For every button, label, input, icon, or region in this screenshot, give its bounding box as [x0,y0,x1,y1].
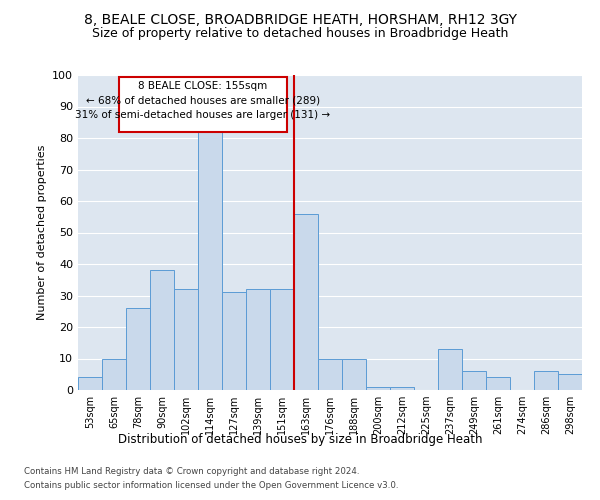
FancyBboxPatch shape [119,76,287,132]
Text: 31% of semi-detached houses are larger (131) →: 31% of semi-detached houses are larger (… [75,110,331,120]
Bar [270,289,294,390]
Bar [558,374,582,390]
Bar [342,358,366,390]
Text: Contains HM Land Registry data © Crown copyright and database right 2024.: Contains HM Land Registry data © Crown c… [24,468,359,476]
Bar [366,387,390,390]
Bar [486,378,510,390]
Bar [198,132,222,390]
Bar [318,358,342,390]
Bar [462,371,486,390]
Bar [294,214,318,390]
Text: 8 BEALE CLOSE: 155sqm: 8 BEALE CLOSE: 155sqm [138,82,268,92]
Bar [222,292,246,390]
Bar [534,371,558,390]
Bar [78,378,102,390]
Bar [126,308,150,390]
Text: Size of property relative to detached houses in Broadbridge Heath: Size of property relative to detached ho… [92,28,508,40]
Bar [102,358,126,390]
Text: 8, BEALE CLOSE, BROADBRIDGE HEATH, HORSHAM, RH12 3GY: 8, BEALE CLOSE, BROADBRIDGE HEATH, HORSH… [83,12,517,26]
Bar [174,289,198,390]
Text: ← 68% of detached houses are smaller (289): ← 68% of detached houses are smaller (28… [86,96,320,106]
Bar [390,387,414,390]
Y-axis label: Number of detached properties: Number of detached properties [37,145,47,320]
Bar [438,349,462,390]
Text: Contains public sector information licensed under the Open Government Licence v3: Contains public sector information licen… [24,481,398,490]
Bar [246,289,270,390]
Bar [150,270,174,390]
Text: Distribution of detached houses by size in Broadbridge Heath: Distribution of detached houses by size … [118,432,482,446]
